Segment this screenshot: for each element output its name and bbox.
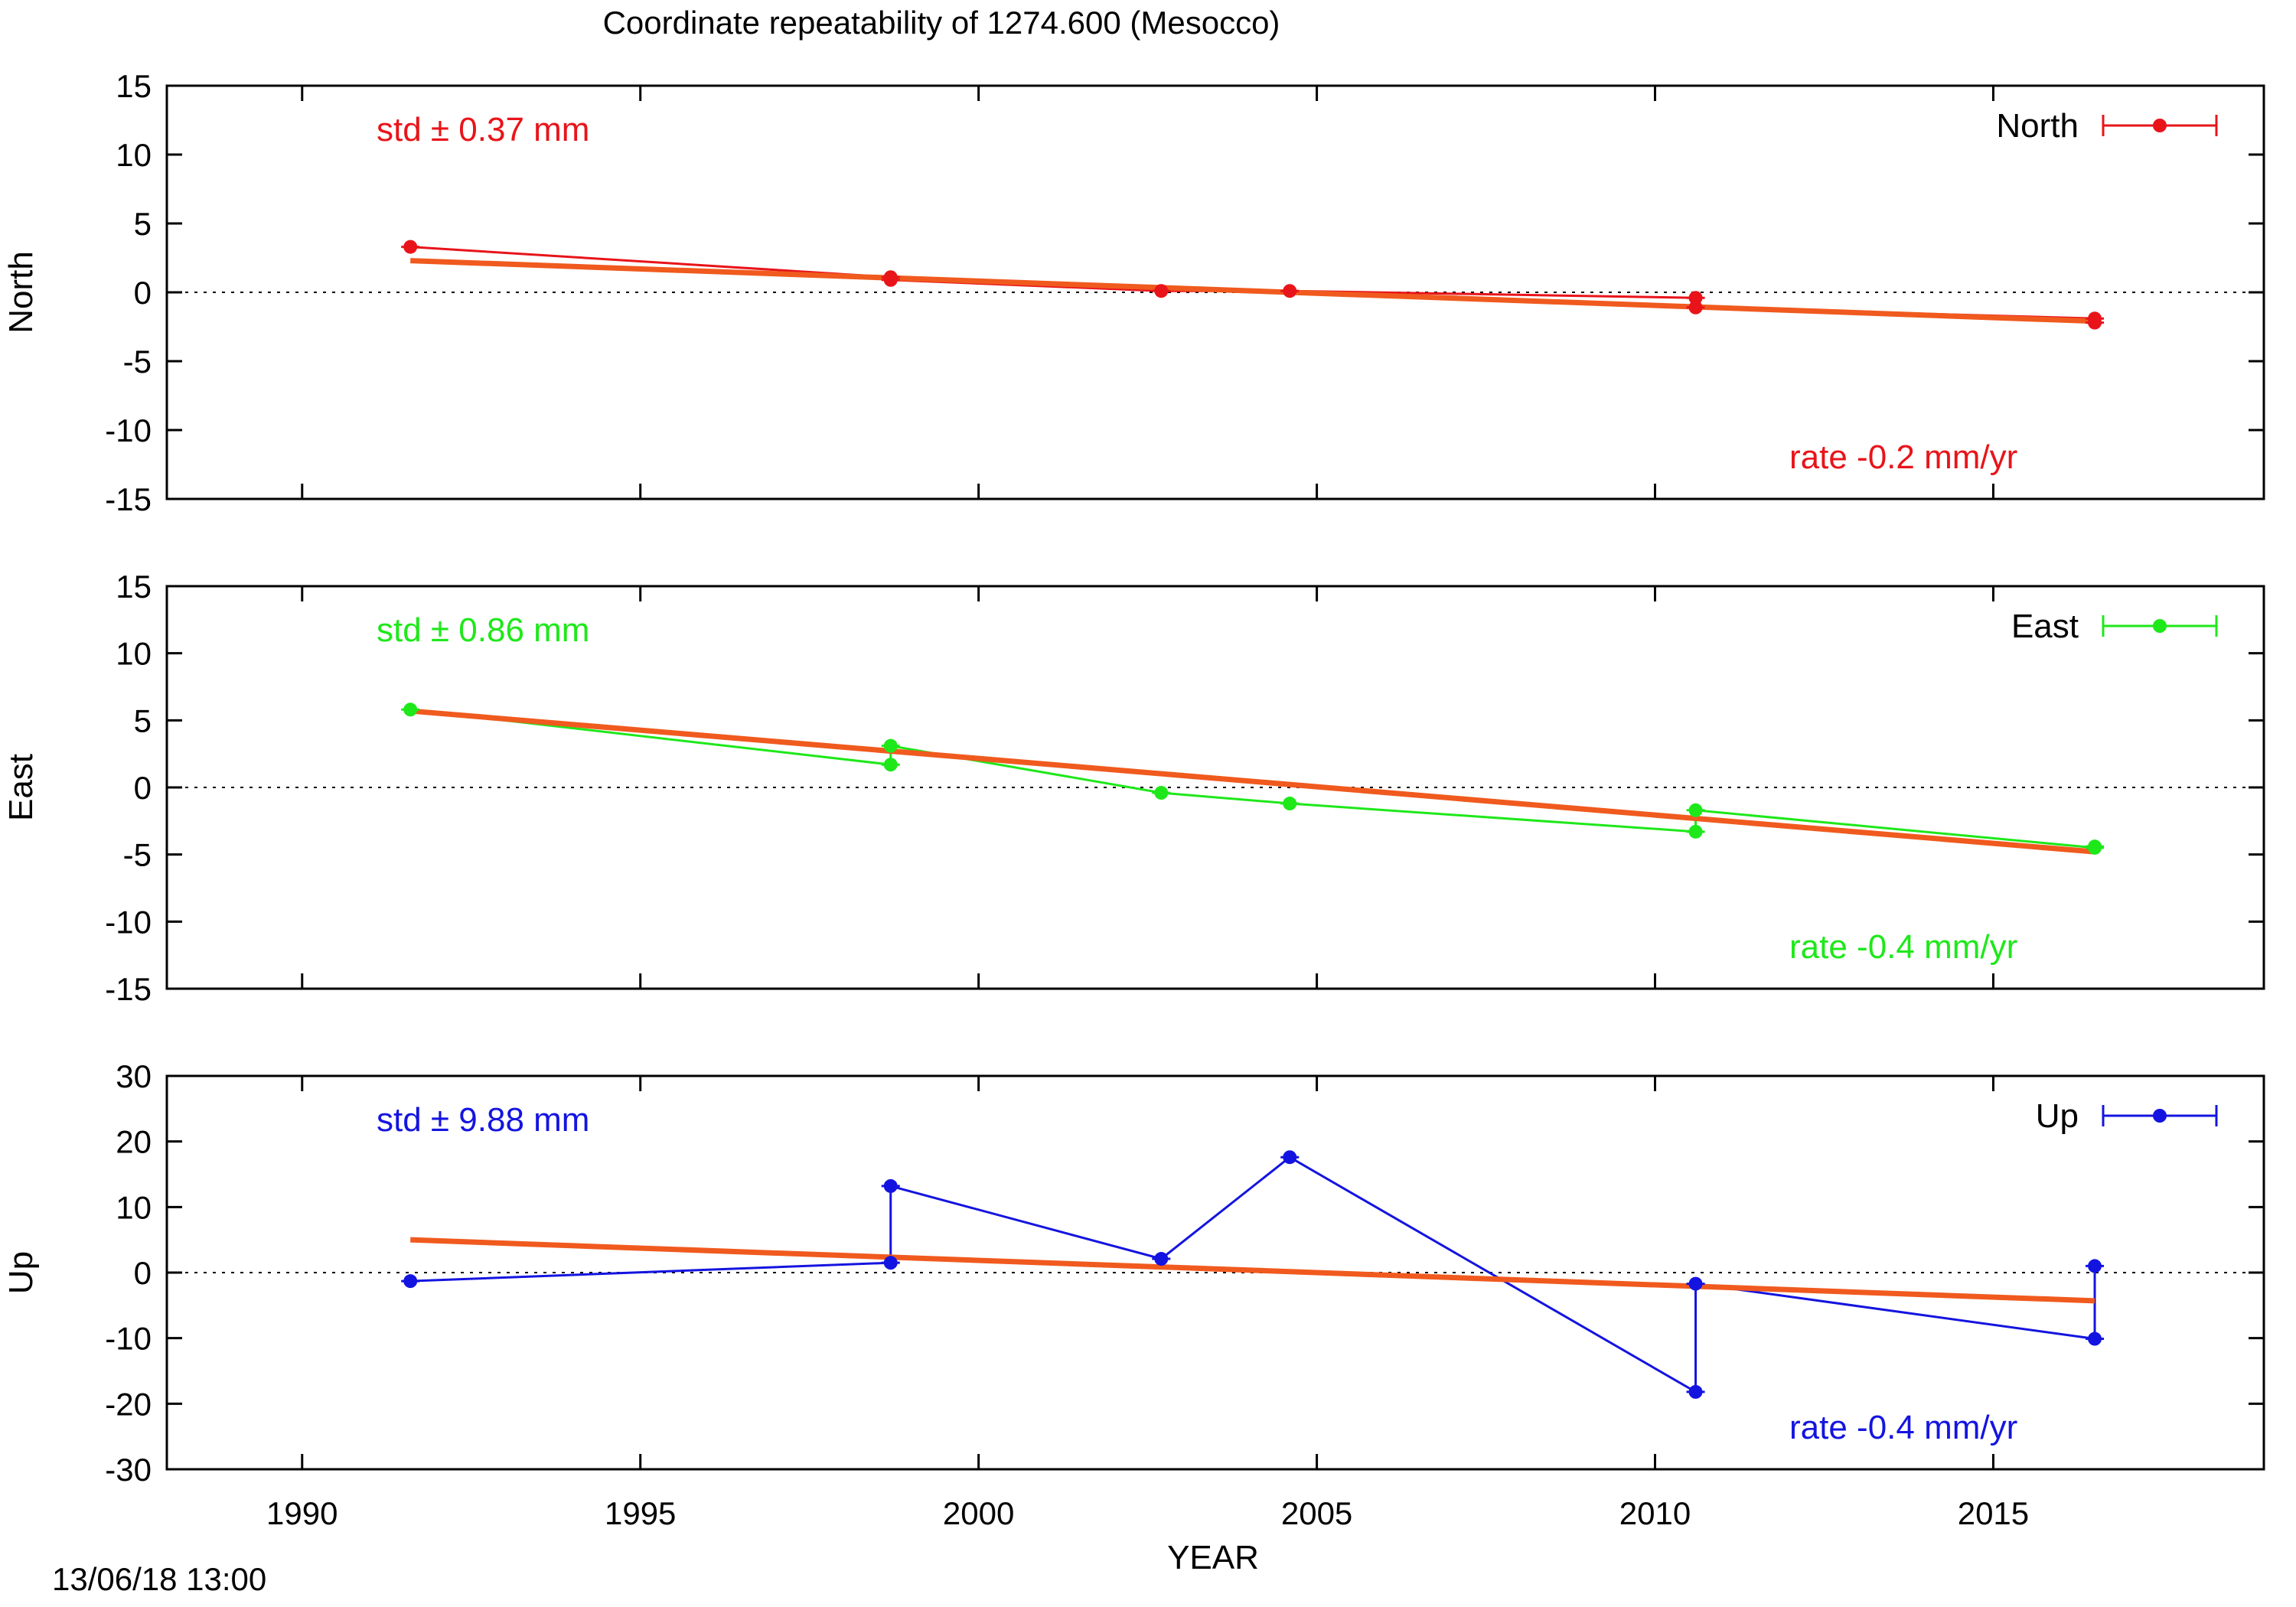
north-y-tick-label: 0 (134, 275, 152, 311)
east-legend-label: East (2011, 608, 2079, 645)
north-data-point (1283, 284, 1297, 298)
north-data-point (883, 272, 898, 287)
north-y-tick-label: 15 (116, 68, 152, 104)
up-legend-marker (2153, 1109, 2167, 1123)
east-y-axis-label: East (2, 754, 40, 821)
east-rate-label: rate -0.4 mm/yr (1789, 928, 2017, 966)
timestamp-label: 13/06/18 13:00 (52, 1561, 266, 1597)
north-legend-marker (2153, 119, 2167, 132)
up-y-axis-label: Up (2, 1251, 40, 1294)
east-data-point (403, 702, 418, 717)
panel-north: 15 10 5 0 -5 -10 -15 North std ± 0.37 mm rate -0.… (2, 68, 2265, 517)
east-y-tick-label: -10 (105, 904, 152, 940)
east-y-tick-label: 0 (134, 770, 152, 806)
east-data-point (2088, 839, 2102, 854)
x-tick-label: 1990 (266, 1495, 338, 1531)
chart-title: Coordinate repeatability of 1274.600 (Me… (603, 5, 1280, 41)
north-data-point (1688, 291, 1703, 305)
east-data-point (1688, 824, 1703, 839)
up-data-point (403, 1274, 418, 1289)
up-y-tick-label: -20 (105, 1386, 152, 1422)
up-data-point (2088, 1259, 2102, 1273)
up-std-label: std ± 9.88 mm (377, 1101, 589, 1139)
east-y-tick-label: -5 (123, 837, 152, 873)
up-data-point (1688, 1276, 1703, 1291)
north-y-tick-label: -15 (105, 481, 152, 517)
north-rate-fit-line (410, 258, 2095, 324)
east-data-point (1154, 786, 1169, 800)
north-data-point (403, 240, 418, 254)
east-data-point (1688, 803, 1703, 817)
x-tick-label: 2010 (1619, 1495, 1691, 1531)
x-tick-label: 2005 (1281, 1495, 1352, 1531)
north-y-tick-label: 10 (116, 137, 152, 173)
chart-panels: 15 10 5 0 -5 -10 -15 North std ± 0.37 mm rate -0.… (2, 68, 2265, 1531)
up-y-tick-label: 0 (134, 1255, 152, 1291)
east-data-point (883, 758, 898, 772)
east-legend-marker (2153, 619, 2167, 633)
up-data-point (2088, 1332, 2102, 1346)
east-y-tick-label: -15 (105, 971, 152, 1007)
north-data-point (1154, 284, 1169, 298)
up-data-point (1154, 1252, 1169, 1266)
up-rate-label: rate -0.4 mm/yr (1789, 1409, 2017, 1446)
up-data-point (1283, 1150, 1297, 1165)
east-data-point (1283, 797, 1297, 811)
up-data-point (883, 1256, 898, 1270)
east-y-tick-label: 5 (134, 702, 152, 738)
up-legend-label: Up (2036, 1097, 2079, 1135)
up-data-point (883, 1178, 898, 1193)
x-tick-label: 1995 (605, 1495, 676, 1531)
north-rate-label: rate -0.2 mm/yr (1789, 438, 2017, 476)
up-series-line (410, 1156, 2096, 1394)
east-y-tick-label: 10 (116, 636, 152, 672)
x-tick-label: 2000 (943, 1495, 1014, 1531)
north-y-tick-label: 5 (134, 206, 152, 242)
up-y-tick-label: 30 (116, 1058, 152, 1094)
north-data-point (2088, 315, 2102, 330)
up-y-tick-label: -10 (105, 1321, 152, 1357)
east-y-tick-label: 15 (116, 569, 152, 605)
panel-east: 15 10 5 0 -5 -10 -15 East std ± 0.86 mm rate -0.4… (2, 569, 2265, 1007)
x-axis-label: YEAR (1167, 1539, 1259, 1576)
north-y-tick-label: -10 (105, 412, 152, 448)
x-tick-label: 2015 (1958, 1495, 2029, 1531)
up-y-tick-label: 20 (116, 1124, 152, 1160)
east-data-point (883, 738, 898, 753)
up-y-tick-label: -30 (105, 1452, 152, 1488)
up-y-tick-label: 10 (116, 1189, 152, 1225)
north-data-point (1688, 300, 1703, 315)
north-std-label: std ± 0.37 mm (377, 111, 589, 148)
north-legend-label: North (1996, 107, 2079, 145)
up-data-point (1688, 1384, 1703, 1399)
north-y-axis-label: North (2, 251, 40, 334)
up-rate-fit-line (410, 1237, 2095, 1304)
east-std-label: std ± 0.86 mm (377, 611, 589, 649)
east-rate-fit-line (409, 708, 2095, 855)
north-y-tick-label: -5 (123, 344, 152, 380)
